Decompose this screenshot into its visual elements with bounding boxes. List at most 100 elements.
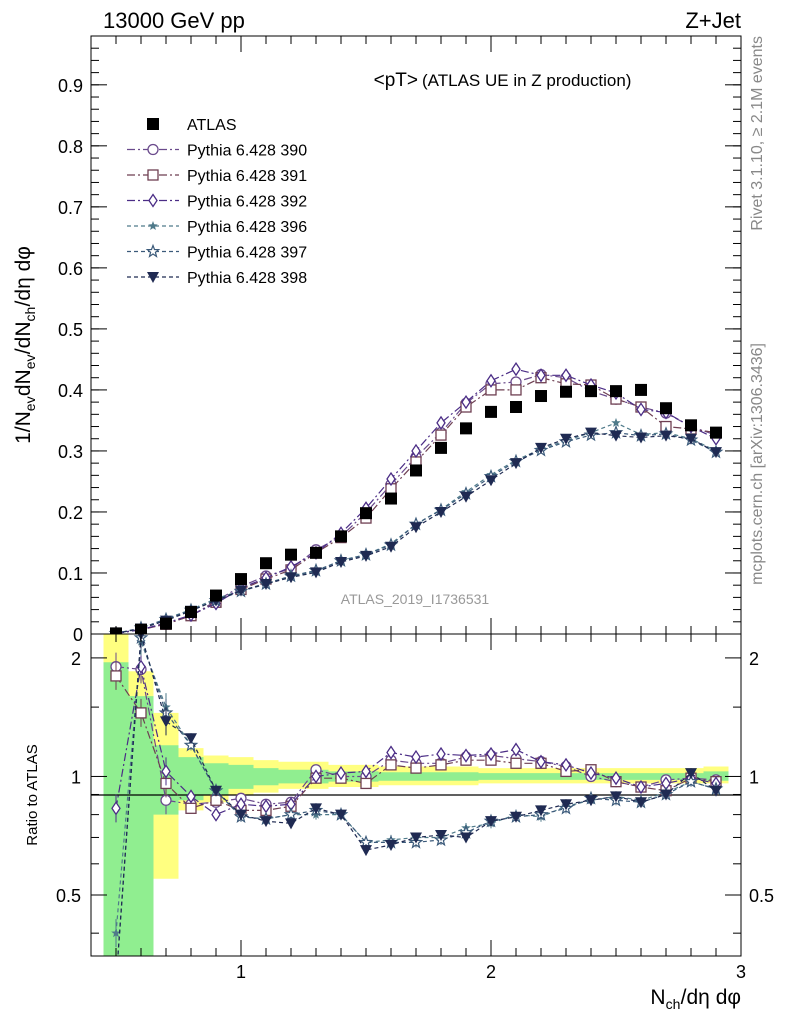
legend-label-p392: Pythia 6.428 392 bbox=[187, 194, 307, 211]
ratio-point-p392 bbox=[636, 779, 646, 795]
data-point-p391 bbox=[510, 384, 522, 396]
legend-label-p396: Pythia 6.428 396 bbox=[187, 219, 307, 236]
data-point-p398 bbox=[285, 572, 297, 584]
ratio-point-p392 bbox=[361, 764, 371, 779]
energy-label: 13000 GeV pp bbox=[103, 8, 245, 33]
legend-item-p398: Pythia 6.428 398 bbox=[127, 270, 307, 287]
ratio-point-p392 bbox=[386, 745, 396, 760]
y-axis-title-main: 1/Nev dNev /dNch /dη dφ bbox=[12, 246, 38, 444]
ratio-point-p398 bbox=[360, 845, 372, 857]
y-tick-label-ratio: 2 bbox=[71, 649, 81, 669]
legend-marker-p392 bbox=[148, 193, 158, 208]
data-point-atlas bbox=[585, 385, 597, 398]
data-point-p392 bbox=[411, 443, 421, 459]
data-point-atlas bbox=[610, 385, 622, 398]
data-point-p398 bbox=[660, 430, 672, 442]
ratio-point-p392 bbox=[336, 765, 346, 781]
data-point-p398 bbox=[335, 556, 347, 568]
x-tick-label: 1 bbox=[236, 962, 246, 982]
ratio-point-p392 bbox=[211, 807, 221, 822]
y-tick-label-main: 0 bbox=[73, 625, 83, 645]
legend-item-atlas: ATLAS bbox=[147, 117, 237, 134]
ratio-panel: 1 2 3 0.5 0.5 1 1 2 2 bbox=[56, 633, 774, 988]
ratio-point-p392 bbox=[311, 769, 321, 784]
mcplots-label: mcplots.cern.ch [arXiv:1306.3436] bbox=[749, 343, 766, 585]
ratio-point-p392 bbox=[161, 764, 171, 779]
data-point-p398 bbox=[585, 427, 597, 439]
data-point-p391 bbox=[435, 429, 447, 441]
ratio-point-p392 bbox=[511, 742, 521, 757]
y-tick-label-ratio-right: 1 bbox=[749, 767, 759, 787]
data-point-p392 bbox=[511, 361, 521, 377]
ratio-point-p391 bbox=[410, 762, 422, 774]
data-point-p392 bbox=[386, 471, 396, 487]
ratio-point-p398 bbox=[160, 716, 172, 728]
ratio-point-p398 bbox=[335, 809, 347, 821]
ratio-point-p391 bbox=[360, 777, 372, 790]
series-atlas bbox=[110, 383, 722, 634]
ratio-point-p398 bbox=[210, 785, 222, 797]
legend-marker-p398 bbox=[147, 272, 159, 283]
ratio-point-p392 bbox=[186, 789, 196, 804]
ratio-point-p392 bbox=[611, 770, 621, 786]
legend-item-p392: Pythia 6.428 392 bbox=[127, 193, 307, 211]
process-label: Z+Jet bbox=[685, 8, 741, 33]
legend-label-p390: Pythia 6.428 390 bbox=[187, 143, 307, 160]
ratio-point-p398 bbox=[585, 795, 597, 807]
y-tick-label-main: 0.7 bbox=[58, 198, 83, 218]
data-point-atlas bbox=[560, 385, 572, 398]
data-point-p392 bbox=[486, 373, 496, 388]
main-panel: 0 0.1 0.2 0.3 0.4 0.5 0.6 0.7 0.8 0.9 bbox=[58, 35, 742, 645]
data-point-p398 bbox=[560, 433, 572, 445]
data-point-atlas bbox=[360, 507, 372, 520]
ratio-point-p398 bbox=[610, 791, 622, 803]
legend-item-p390: Pythia 6.428 390 bbox=[127, 143, 307, 160]
rivet-label: Rivet 3.1.10, ≥ 2.1M events bbox=[749, 36, 766, 231]
legend-marker-p391 bbox=[147, 169, 159, 181]
ratio-point-p398 bbox=[535, 805, 547, 817]
analysis-id: ATLAS_2019_I1736531 bbox=[341, 591, 490, 607]
ratio-point-p391 bbox=[385, 759, 397, 771]
ratio-point-p391 bbox=[185, 802, 197, 814]
data-point-p398 bbox=[260, 578, 272, 590]
ratio-point-p397 bbox=[358, 834, 374, 849]
data-point-atlas bbox=[460, 422, 472, 435]
data-point-p392 bbox=[561, 368, 571, 383]
ratio-point-p398 bbox=[110, 977, 122, 988]
y-tick-label-main: 0.5 bbox=[58, 320, 83, 340]
data-point-p398 bbox=[485, 475, 497, 487]
data-point-p398 bbox=[385, 541, 397, 553]
ratio-point-p398 bbox=[310, 803, 322, 815]
data-point-atlas bbox=[435, 441, 447, 454]
ratio-point-p398 bbox=[460, 832, 472, 844]
ratio-point-p392 bbox=[586, 765, 596, 781]
data-point-p398 bbox=[710, 447, 722, 459]
data-point-p392 bbox=[436, 415, 446, 431]
legend: ATLAS Pythia 6.428 390 Pythia 6.428 391 Pyt… bbox=[127, 117, 307, 287]
y-tick-label-main: 0.3 bbox=[58, 442, 83, 462]
ratio-point-p397 bbox=[183, 737, 199, 752]
legend-marker-atlas bbox=[147, 118, 159, 130]
legend-label-p398: Pythia 6.428 398 bbox=[187, 270, 307, 287]
data-point-p398 bbox=[235, 585, 247, 597]
data-point-atlas bbox=[260, 557, 272, 570]
data-point-p398 bbox=[310, 567, 322, 579]
data-point-p398 bbox=[535, 442, 547, 454]
ratio-point-p398 bbox=[285, 818, 297, 830]
ratio-point-p398 bbox=[560, 799, 572, 811]
ratio-line-p398 bbox=[117, 634, 717, 956]
ratio-point-p398 bbox=[510, 811, 522, 823]
ratio-point-p391 bbox=[135, 707, 147, 719]
y-tick-label-ratio-right: 2 bbox=[749, 649, 759, 669]
ratio-point-p397 bbox=[283, 806, 299, 821]
data-point-atlas bbox=[410, 464, 422, 477]
data-point-p396 bbox=[611, 417, 621, 427]
y-axis-title-ratio: Ratio to ATLAS bbox=[24, 744, 41, 845]
ratio-point-p398 bbox=[685, 768, 697, 780]
ratio-line-p397 bbox=[117, 637, 717, 956]
data-point-atlas bbox=[310, 546, 322, 559]
ratio-point-p391 bbox=[210, 794, 222, 806]
data-point-atlas bbox=[710, 426, 722, 439]
ratio-point-p392 bbox=[436, 746, 446, 762]
ratio-point-p398 bbox=[185, 733, 197, 745]
